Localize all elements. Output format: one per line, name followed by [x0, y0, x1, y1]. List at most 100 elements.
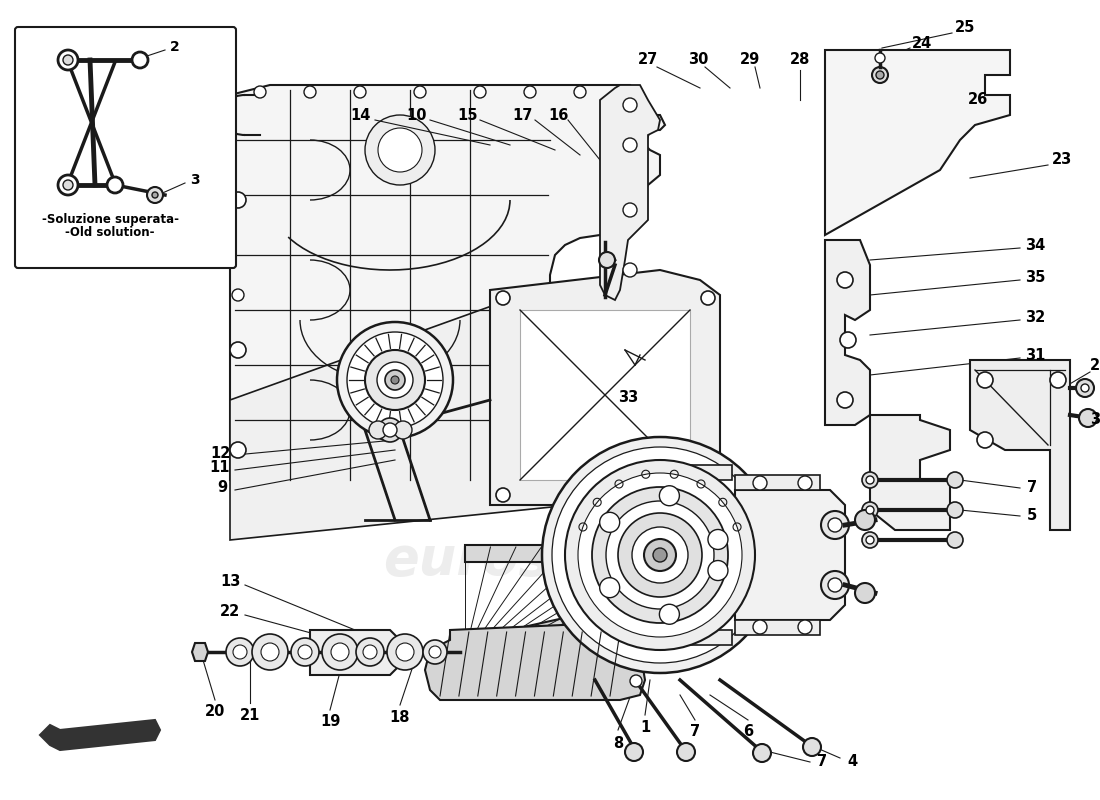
Circle shape — [653, 548, 667, 562]
Circle shape — [58, 50, 78, 70]
Circle shape — [676, 743, 695, 761]
Text: 2: 2 — [1090, 358, 1100, 373]
Circle shape — [840, 332, 856, 348]
Circle shape — [132, 52, 148, 68]
Text: 15: 15 — [458, 107, 478, 122]
Text: 28: 28 — [790, 53, 811, 67]
Text: 24: 24 — [912, 35, 932, 50]
Circle shape — [429, 646, 441, 658]
Circle shape — [107, 177, 123, 193]
Circle shape — [947, 472, 962, 488]
Circle shape — [600, 252, 615, 268]
Circle shape — [474, 86, 486, 98]
Circle shape — [630, 675, 642, 687]
Polygon shape — [735, 620, 820, 635]
Text: 1: 1 — [640, 721, 650, 735]
Circle shape — [708, 530, 728, 550]
Text: 4: 4 — [847, 754, 857, 770]
Text: 29: 29 — [740, 53, 760, 67]
Circle shape — [552, 447, 768, 663]
Circle shape — [644, 539, 676, 571]
Text: 7: 7 — [690, 725, 700, 739]
Circle shape — [947, 532, 962, 548]
Polygon shape — [970, 360, 1070, 530]
Text: 10: 10 — [407, 107, 427, 122]
Circle shape — [872, 67, 888, 83]
Circle shape — [876, 71, 884, 79]
Circle shape — [866, 536, 874, 544]
Text: 22: 22 — [220, 605, 240, 619]
Circle shape — [708, 561, 728, 581]
Circle shape — [254, 86, 266, 98]
Circle shape — [1050, 372, 1066, 388]
Circle shape — [394, 421, 412, 439]
FancyBboxPatch shape — [15, 27, 236, 268]
Circle shape — [356, 638, 384, 666]
Circle shape — [378, 418, 402, 442]
Text: 14: 14 — [350, 107, 371, 122]
Circle shape — [424, 640, 447, 664]
Circle shape — [947, 502, 962, 518]
Circle shape — [387, 634, 424, 670]
Polygon shape — [520, 310, 690, 480]
Circle shape — [365, 350, 425, 410]
Polygon shape — [192, 643, 208, 661]
Circle shape — [396, 643, 414, 661]
Circle shape — [331, 643, 349, 661]
Circle shape — [365, 115, 435, 185]
Circle shape — [363, 645, 377, 659]
Polygon shape — [825, 240, 870, 425]
Circle shape — [354, 86, 366, 98]
Circle shape — [524, 86, 536, 98]
Circle shape — [377, 362, 412, 398]
Circle shape — [230, 342, 246, 358]
Circle shape — [625, 743, 644, 761]
Circle shape — [618, 513, 702, 597]
Circle shape — [304, 86, 316, 98]
Text: 27: 27 — [638, 53, 658, 67]
Circle shape — [862, 472, 878, 488]
Text: 31: 31 — [1025, 347, 1045, 362]
Circle shape — [754, 476, 767, 490]
Circle shape — [578, 473, 742, 637]
Circle shape — [252, 634, 288, 670]
Circle shape — [496, 291, 510, 305]
Circle shape — [821, 511, 849, 539]
Circle shape — [866, 506, 874, 514]
Circle shape — [58, 175, 78, 195]
Text: 32: 32 — [1025, 310, 1045, 325]
Circle shape — [592, 487, 728, 623]
Circle shape — [606, 501, 714, 609]
Text: 21: 21 — [240, 707, 261, 722]
Circle shape — [368, 421, 387, 439]
Text: 26: 26 — [968, 93, 988, 107]
Text: 13: 13 — [220, 574, 240, 590]
Text: 20: 20 — [205, 705, 225, 719]
Text: 2: 2 — [170, 40, 180, 54]
Circle shape — [701, 291, 715, 305]
Circle shape — [821, 571, 849, 599]
Text: 16: 16 — [548, 107, 569, 122]
Circle shape — [623, 203, 637, 217]
Polygon shape — [645, 630, 732, 645]
Circle shape — [754, 744, 771, 762]
Polygon shape — [310, 630, 400, 675]
Circle shape — [874, 53, 886, 63]
Text: 25: 25 — [955, 21, 976, 35]
Circle shape — [292, 638, 319, 666]
Circle shape — [322, 634, 358, 670]
Circle shape — [226, 638, 254, 666]
Circle shape — [592, 517, 608, 533]
Circle shape — [623, 263, 637, 277]
Circle shape — [233, 645, 248, 659]
Circle shape — [230, 442, 246, 458]
Circle shape — [862, 532, 878, 548]
Circle shape — [574, 86, 586, 98]
Circle shape — [701, 485, 715, 499]
Circle shape — [754, 620, 767, 634]
Text: eurospares: eurospares — [383, 534, 717, 586]
Circle shape — [337, 322, 453, 438]
Circle shape — [346, 332, 443, 428]
Text: -Old solution-: -Old solution- — [65, 226, 155, 239]
Circle shape — [261, 643, 279, 661]
